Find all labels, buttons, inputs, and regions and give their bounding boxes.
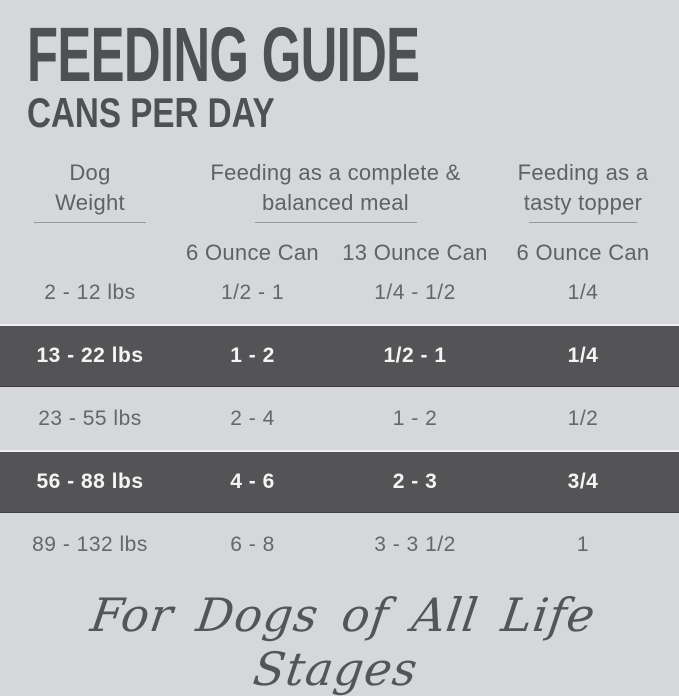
topper-6oz-cell: 1/4: [567, 280, 599, 304]
table-row-13-22-lbs: 13 - 22 lbs 1 - 2 1/2 - 1 1/4: [0, 324, 679, 387]
complete-meal-header-line2: balanced meal: [262, 190, 409, 215]
weight-cell: 89 - 132 lbs: [32, 532, 148, 556]
topper-6oz-cell: 1: [576, 532, 590, 556]
complete-6oz-cell: 4 - 6: [230, 469, 275, 493]
feeding-table-header: Dog Weight Feeding as a complete & balan…: [0, 158, 679, 223]
table-row-56-88-lbs: 56 - 88 lbs 4 - 6 2 - 3 3/4: [0, 450, 679, 513]
weight-column-header: Dog Weight: [0, 158, 180, 223]
complete-meal-header-line1: Feeding as a complete &: [210, 160, 461, 185]
complete-6oz-cell: 2 - 4: [230, 406, 275, 430]
complete-meal-header-underline: [254, 222, 417, 223]
weight-column-header-line1: Dog: [69, 160, 111, 185]
complete-13oz-cell: 1/2 - 1: [383, 343, 447, 367]
weight-column-header-line2: Weight: [55, 190, 125, 215]
table-row-89-132-lbs: 89 - 132 lbs 6 - 8 3 - 3 1/2 1: [0, 513, 679, 576]
topper-6oz-cell: 1/4: [567, 343, 599, 367]
feeding-table-body: 2 - 12 lbs 1/2 - 1 1/4 - 1/2 1/4 13 - 22…: [0, 261, 679, 576]
feeding-guide-label: FEEDING GUIDE CANS PER DAY Dog Weight Fe…: [0, 12, 679, 696]
complete-6oz-cell: 1 - 2: [230, 343, 275, 367]
subheader-6oz-can-complete: 6 Ounce Can: [186, 240, 319, 265]
topper-6oz-cell: 1/2: [567, 406, 599, 430]
complete-13oz-cell: 2 - 3: [392, 469, 438, 493]
table-row-2-12-lbs: 2 - 12 lbs 1/2 - 1 1/4 - 1/2 1/4: [0, 261, 679, 324]
complete-13oz-cell: 1/4 - 1/2: [374, 280, 456, 304]
complete-13oz-cell: 3 - 3 1/2: [374, 532, 456, 556]
weight-header-underline: [34, 222, 146, 223]
topper-6oz-cell: 3/4: [567, 469, 599, 493]
complete-6oz-cell: 6 - 8: [230, 532, 275, 556]
life-stages-tagline-script: For Dogs of All Life Stages: [87, 588, 600, 696]
weight-cell: 13 - 22 lbs: [36, 343, 144, 367]
page-title: FEEDING GUIDE: [27, 12, 420, 98]
subheader-13oz-can-complete: 13 Ounce Can: [342, 240, 488, 265]
tasty-topper-column-header: Feeding as a tasty topper: [505, 158, 679, 223]
table-row-23-55-lbs: 23 - 55 lbs 2 - 4 1 - 2 1/2: [0, 387, 679, 450]
tasty-topper-header-underline: [529, 222, 637, 223]
page-subtitle: CANS PER DAY: [27, 89, 275, 136]
weight-cell: 56 - 88 lbs: [36, 469, 144, 493]
subheader-6oz-can-topper: 6 Ounce Can: [516, 240, 650, 265]
complete-13oz-cell: 1 - 2: [392, 406, 438, 430]
can-size-subheaders: 6 Ounce Can 13 Ounce Can 6 Ounce Can: [0, 240, 679, 266]
complete-meal-group-header: Feeding as a complete & balanced meal: [180, 158, 505, 223]
tasty-topper-header-line2: tasty topper: [523, 190, 643, 215]
weight-cell: 2 - 12 lbs: [44, 280, 136, 304]
weight-cell: 23 - 55 lbs: [38, 406, 142, 430]
tasty-topper-header-line1: Feeding as a: [517, 160, 649, 185]
complete-6oz-cell: 1/2 - 1: [220, 280, 285, 304]
